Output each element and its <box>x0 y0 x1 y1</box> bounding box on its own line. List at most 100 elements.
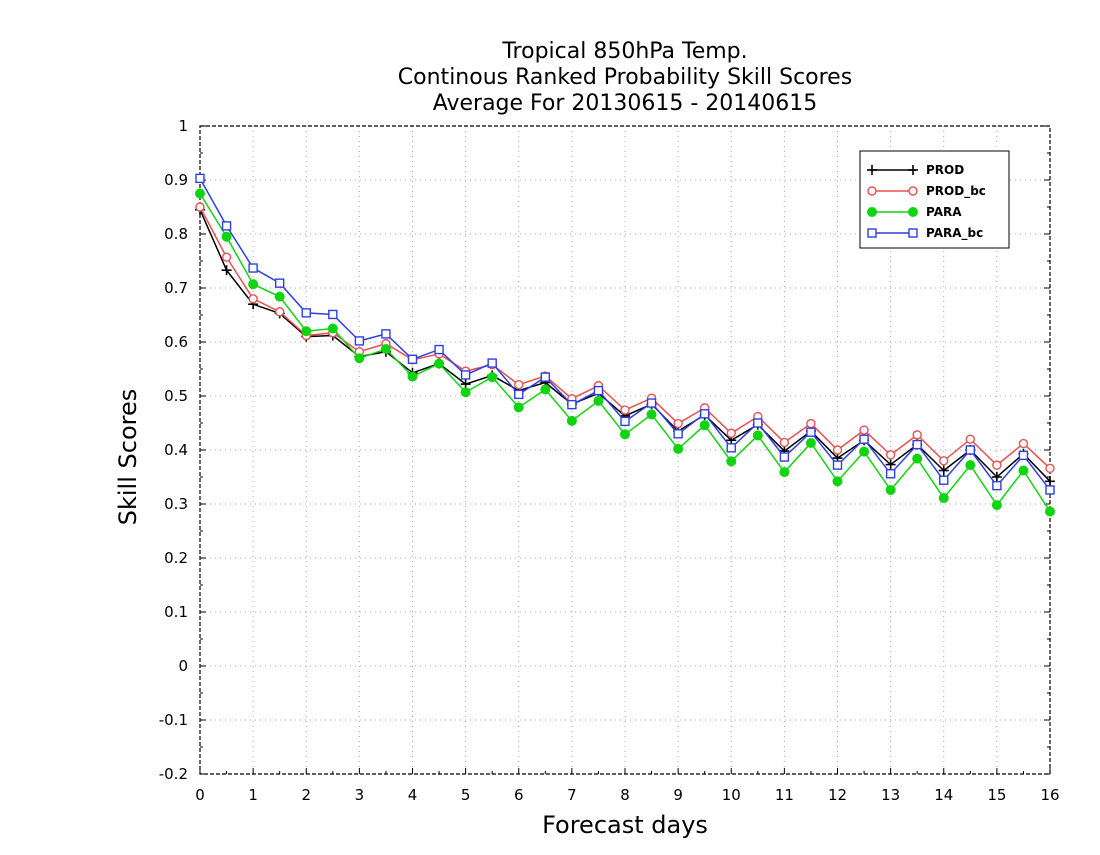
x-tick-label: 5 <box>461 786 471 804</box>
legend-marker <box>908 186 918 196</box>
data-point <box>354 336 365 346</box>
y-tick-label: 0.4 <box>164 441 188 459</box>
data-point <box>938 465 949 476</box>
data-point <box>487 372 498 383</box>
data-point <box>965 460 976 471</box>
data-point <box>885 469 896 479</box>
data-point <box>832 460 843 470</box>
data-point <box>939 475 949 485</box>
y-tick-label: 0.2 <box>164 549 188 567</box>
data-point <box>673 443 684 454</box>
data-point <box>991 500 1002 511</box>
data-point <box>779 437 790 448</box>
data-point <box>885 484 896 495</box>
series-para-bc <box>195 173 1055 495</box>
data-point <box>938 493 949 504</box>
data-point <box>885 450 896 460</box>
legend-label: PROD <box>926 163 964 177</box>
chart-title-line-2: Continous Ranked Probability Skill Score… <box>398 65 852 90</box>
legend-item-prod-bc: PROD_bc <box>867 184 986 199</box>
x-tick-label: 8 <box>620 786 630 804</box>
data-point <box>673 418 683 429</box>
data-point <box>328 309 338 320</box>
series-para <box>195 188 1055 517</box>
data-point <box>460 370 471 380</box>
y-tick-label: 0.9 <box>164 171 188 189</box>
data-point <box>407 354 418 364</box>
data-point <box>726 428 736 438</box>
data-point <box>434 344 444 355</box>
data-point <box>513 402 524 413</box>
data-point <box>859 425 869 435</box>
data-point <box>885 459 896 470</box>
legend-marker <box>867 186 877 196</box>
data-point <box>1045 463 1055 474</box>
data-point <box>805 437 816 448</box>
x-tick-label: 10 <box>722 786 741 804</box>
x-tick-label: 9 <box>673 786 683 804</box>
x-tick-label: 2 <box>301 786 311 804</box>
data-point <box>274 278 285 288</box>
y-tick-label: 0.8 <box>164 225 188 243</box>
data-point <box>965 434 976 444</box>
data-point <box>620 416 630 427</box>
data-point <box>460 387 471 398</box>
x-tick-label: 16 <box>1040 786 1059 804</box>
legend-marker <box>867 207 877 217</box>
data-point <box>1018 450 1029 461</box>
x-tick-label: 12 <box>828 786 847 804</box>
data-point <box>620 429 630 440</box>
legend-marker <box>908 228 918 238</box>
legend-label: PROD_bc <box>926 184 986 199</box>
data-point <box>965 445 976 455</box>
data-point <box>912 439 922 450</box>
data-point <box>195 188 205 199</box>
series-lines <box>195 173 1055 517</box>
legend-item-para: PARA <box>867 205 962 219</box>
data-point <box>327 323 338 334</box>
data-point <box>991 472 1002 482</box>
data-point <box>567 399 577 410</box>
data-point <box>779 467 790 478</box>
y-tick-label: 0.6 <box>164 333 188 351</box>
data-point <box>514 379 524 390</box>
data-point <box>381 329 391 339</box>
data-point <box>248 263 258 273</box>
y-tick-label: -0.2 <box>159 765 188 783</box>
legend-marker <box>908 165 918 175</box>
data-point <box>1045 485 1055 495</box>
data-point <box>487 358 497 368</box>
data-point <box>779 452 790 462</box>
data-point <box>832 476 843 487</box>
grid <box>200 126 1050 774</box>
data-point <box>1045 506 1055 517</box>
data-point <box>1018 438 1029 449</box>
data-point <box>859 434 869 444</box>
legend-item-para-bc: PARA_bc <box>867 226 983 241</box>
x-tick-label: 14 <box>934 786 953 804</box>
data-point <box>752 430 763 441</box>
data-point <box>593 395 604 406</box>
legend-marker <box>867 165 877 175</box>
x-tick-label: 11 <box>775 786 794 804</box>
data-point <box>992 460 1002 470</box>
x-tick-label: 4 <box>408 786 418 804</box>
data-point <box>1045 476 1055 487</box>
data-point <box>832 445 843 455</box>
x-tick-label: 1 <box>248 786 258 804</box>
legend-item-prod: PROD <box>867 163 964 177</box>
data-point <box>566 415 577 426</box>
legend-label: PARA_bc <box>926 226 983 241</box>
x-axis-title: Forecast days <box>542 811 708 839</box>
y-axis-title: Skill Scores <box>114 389 142 526</box>
legend-marker <box>867 228 877 238</box>
data-point <box>248 294 258 304</box>
y-tick-label: 1 <box>178 117 188 135</box>
x-tick-label: 6 <box>514 786 524 804</box>
x-tick-label: 7 <box>567 786 577 804</box>
chart-title-line-1: Tropical 850hPa Temp. <box>501 39 747 64</box>
data-point <box>912 430 922 440</box>
x-tick-label: 13 <box>881 786 900 804</box>
